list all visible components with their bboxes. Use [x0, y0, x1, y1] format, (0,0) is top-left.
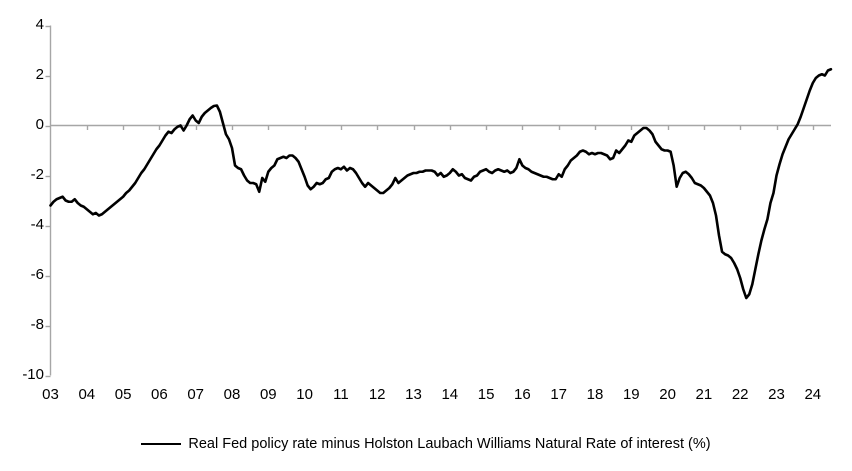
y-tick-label: 2 — [35, 66, 44, 83]
x-tick-label: 06 — [151, 386, 168, 403]
x-tick-label: 05 — [114, 386, 132, 403]
x-tick-label: 11 — [333, 386, 349, 403]
x-tick-label: 04 — [78, 386, 96, 403]
x-tick-label: 23 — [768, 386, 785, 403]
x-tick-label: 10 — [296, 386, 313, 403]
x-tick-label: 17 — [550, 386, 568, 403]
y-tick-label: 4 — [35, 16, 44, 33]
x-tick-label: 08 — [223, 386, 241, 403]
y-tick-label: -6 — [30, 266, 44, 283]
x-tick-label: 20 — [659, 386, 676, 403]
x-tick-label: 09 — [259, 386, 277, 403]
y-tick-label: -4 — [30, 216, 44, 233]
y-tick-label: -10 — [22, 366, 44, 383]
legend: Real Fed policy rate minus Holston Lauba… — [0, 436, 852, 452]
legend-label: Real Fed policy rate minus Holston Lauba… — [188, 436, 711, 452]
x-tick-label: 03 — [42, 386, 59, 403]
x-tick-label: 13 — [405, 386, 422, 403]
x-tick-label: 07 — [187, 386, 205, 403]
x-tick-label: 14 — [441, 386, 459, 403]
data-line — [49, 67, 833, 300]
x-tick-label: 19 — [622, 386, 640, 403]
x-tick-label: 24 — [804, 386, 822, 403]
x-tick-label: 15 — [477, 386, 495, 403]
x-tick-label: 12 — [368, 386, 386, 403]
legend-line-swatch — [141, 443, 182, 445]
plot-svg — [45, 25, 833, 378]
x-tick-label: 16 — [514, 386, 531, 403]
x-tick-label: 18 — [586, 386, 604, 403]
x-tick-label: 22 — [731, 386, 749, 403]
y-tick-label: -8 — [30, 316, 44, 333]
x-tick-label: 21 — [695, 386, 713, 403]
y-tick-label: -2 — [30, 166, 44, 183]
y-tick-label: 0 — [35, 116, 44, 133]
